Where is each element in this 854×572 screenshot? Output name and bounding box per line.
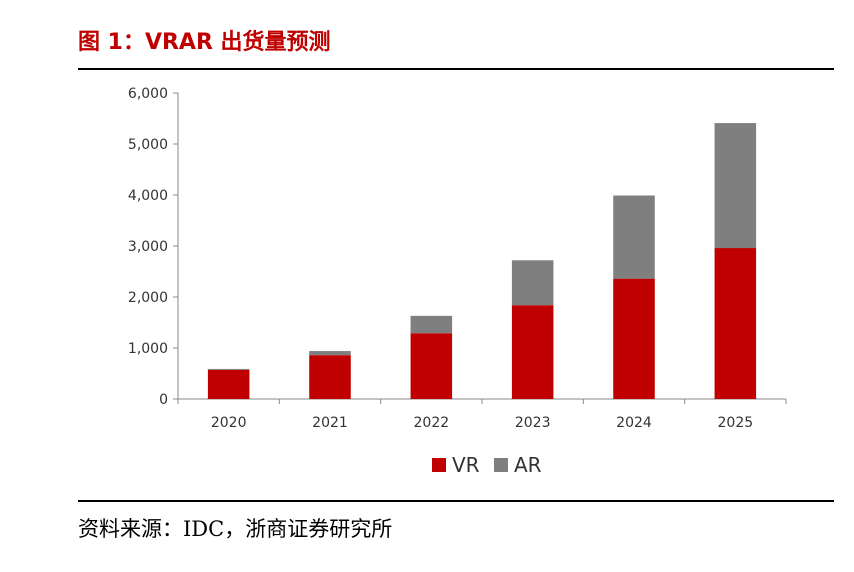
y-tick-label: 0 — [159, 392, 168, 408]
source-note: 资料来源：IDC，浙商证券研究所 — [78, 517, 393, 541]
y-tick-label: 1,000 — [128, 341, 168, 357]
bar-ar-2025 — [714, 123, 757, 249]
bar-vr-2024 — [613, 278, 655, 399]
bar-chart: 0 1,000 2,000 3,000 4,000 5,000 6,000 2020 2021… — [128, 86, 787, 477]
figure-title: 图 1：VRAR 出货量预测 — [78, 30, 331, 55]
y-tick-label: 2,000 — [128, 290, 168, 306]
y-tick-label: 6,000 — [128, 86, 168, 102]
legend-label-ar: AR — [514, 453, 542, 477]
top-rule — [78, 68, 834, 70]
bar-ar-2024 — [613, 195, 655, 279]
y-axis: 0 1,000 2,000 3,000 4,000 5,000 6,000 — [128, 86, 179, 408]
legend-swatch-vr — [432, 458, 446, 472]
legend-swatch-ar — [494, 458, 508, 472]
y-tick-label: 4,000 — [128, 188, 168, 204]
bar-vr-2023 — [511, 305, 554, 399]
x-tick-label: 2022 — [414, 415, 450, 431]
bar-vr-2025 — [714, 248, 757, 399]
bar-ar-2021 — [309, 351, 351, 356]
x-tick-label: 2020 — [211, 415, 247, 431]
bottom-rule — [78, 500, 834, 502]
bar-ar-2023 — [511, 260, 554, 306]
bar-vr-2021 — [309, 355, 351, 399]
x-axis: 2020 2021 2022 2023 2024 2025 — [177, 398, 787, 431]
bar-ar-2020 — [207, 368, 250, 370]
x-tick-label: 2025 — [718, 415, 754, 431]
bar-ar-2022 — [410, 315, 453, 334]
x-tick-label: 2024 — [616, 415, 652, 431]
bars — [207, 123, 757, 399]
bar-vr-2020 — [207, 369, 250, 399]
y-tick-label: 3,000 — [128, 239, 168, 255]
y-tick-label: 5,000 — [128, 137, 168, 153]
legend-label-vr: VR — [452, 453, 480, 477]
x-tick-label: 2023 — [515, 415, 551, 431]
x-tick-label: 2021 — [312, 415, 348, 431]
bar-vr-2022 — [410, 333, 453, 399]
legend: VR AR — [432, 453, 542, 477]
